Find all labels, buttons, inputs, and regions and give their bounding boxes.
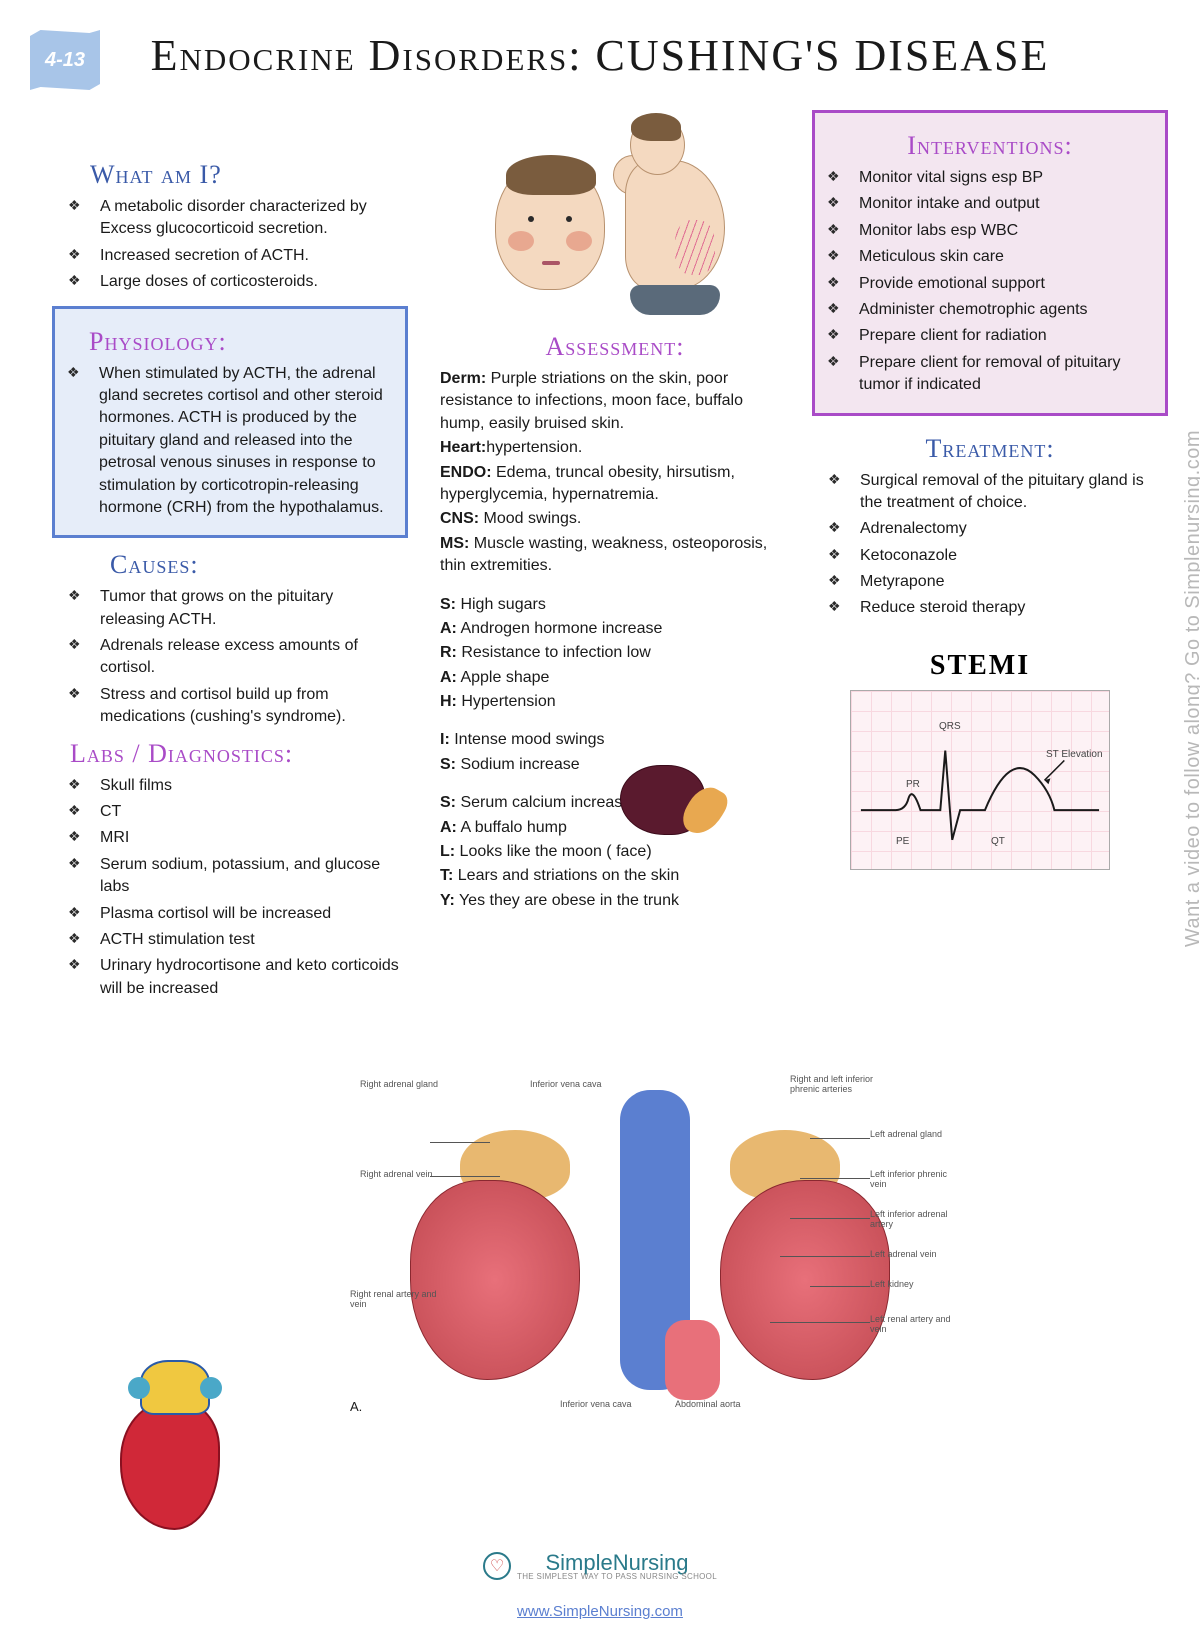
physiology-list: When stimulated by ACTH, the adrenal gla… (59, 363, 401, 520)
heart-stethoscope-icon: ♡ (483, 1552, 511, 1580)
kidney-cartoon-icon (110, 1360, 240, 1540)
assessment-systems: Derm: Purple striations on the skin, poo… (440, 368, 790, 912)
logo-subtitle: THE SIMPLEST WAY TO PASS NURSING SCHOOL (517, 1572, 717, 1581)
list-item: A metabolic disorder characterized by Ex… (60, 196, 400, 241)
list-item: When stimulated by ACTH, the adrenal gla… (59, 363, 401, 520)
list-item: ACTH stimulation test (60, 929, 400, 951)
logo: ♡ SimpleNursing THE SIMPLEST WAY TO PASS… (483, 1550, 717, 1581)
list-item: Urinary hydrocortisone and keto corticoi… (60, 955, 400, 1000)
list-item: Skull films (60, 775, 400, 797)
list-item: Serum sodium, potassium, and glucose lab… (60, 854, 400, 899)
list-item: Plasma cortisol will be increased (60, 903, 400, 925)
assessment-title: Assessment: (440, 332, 790, 362)
interventions-box: Interventions: Monitor vital signs esp B… (812, 110, 1168, 416)
list-item: Meticulous skin care (819, 246, 1161, 268)
ecg-grid: QRS PR ST Elevation PE QT (850, 690, 1110, 870)
list-item: Reduce steroid therapy (820, 597, 1160, 619)
labs-title: Labs / Diagnostics: (70, 739, 400, 769)
list-item: Metyrapone (820, 571, 1160, 593)
organ-illustration (620, 760, 730, 850)
list-item: Prepare client for radiation (819, 325, 1161, 347)
list-item: Large doses of corticosteroids. (60, 271, 400, 293)
list-item: Adrenalectomy (820, 518, 1160, 540)
labs-list: Skull films CT MRI Serum sodium, potassi… (60, 775, 400, 1001)
physiology-title: Physiology: (89, 327, 401, 357)
main-title: Endocrine Disorders: CUSHING'S DISEASE (0, 30, 1200, 81)
list-item: Monitor vital signs esp BP (819, 167, 1161, 189)
list-item: Prepare client for removal of pituitary … (819, 352, 1161, 397)
middle-column: Assessment: Derm: Purple striations on t… (440, 110, 790, 914)
right-column: Interventions: Monitor vital signs esp B… (820, 110, 1160, 624)
kidney-anatomy-diagram: Inferior vena cava Right adrenal gland R… (370, 1080, 930, 1420)
list-item: Monitor intake and output (819, 193, 1161, 215)
what-am-i-list: A metabolic disorder characterized by Ex… (60, 196, 400, 294)
list-item: Monitor labs esp WBC (819, 220, 1161, 242)
list-item: Provide emotional support (819, 273, 1161, 295)
footer-url[interactable]: www.SimpleNursing.com (0, 1603, 1200, 1620)
what-am-i-title: What am I? (90, 160, 400, 190)
sidebar-promo-text: Want a video to follow along? Go to Simp… (1182, 430, 1200, 947)
causes-list: Tumor that grows on the pituitary releas… (60, 586, 400, 728)
stemi-chart: STEMI QRS PR ST Elevation PE QT (840, 650, 1120, 880)
list-item: CT (60, 801, 400, 823)
interventions-title: Interventions: (819, 131, 1161, 161)
list-item: Surgical removal of the pituitary gland … (820, 470, 1160, 515)
stemi-title: STEMI (840, 650, 1120, 682)
causes-title: Causes: (110, 550, 400, 580)
list-item: Ketoconazole (820, 545, 1160, 567)
list-item: Increased secretion of ACTH. (60, 245, 400, 267)
footer: ♡ SimpleNursing THE SIMPLEST WAY TO PASS… (0, 1550, 1200, 1620)
list-item: Adrenals release excess amounts of corti… (60, 635, 400, 680)
list-item: Tumor that grows on the pituitary releas… (60, 586, 400, 631)
treatment-title: Treatment: (820, 434, 1160, 464)
list-item: Stress and cortisol build up from medica… (60, 684, 400, 729)
left-column: What am I? A metabolic disorder characte… (60, 150, 400, 1004)
physiology-box: Physiology: When stimulated by ACTH, the… (52, 306, 408, 539)
interventions-list: Monitor vital signs esp BP Monitor intak… (819, 167, 1161, 397)
list-item: MRI (60, 827, 400, 849)
cushing-patient-illustration (485, 110, 745, 320)
list-item: Administer chemotrophic agents (819, 299, 1161, 321)
treatment-list: Surgical removal of the pituitary gland … (820, 470, 1160, 620)
